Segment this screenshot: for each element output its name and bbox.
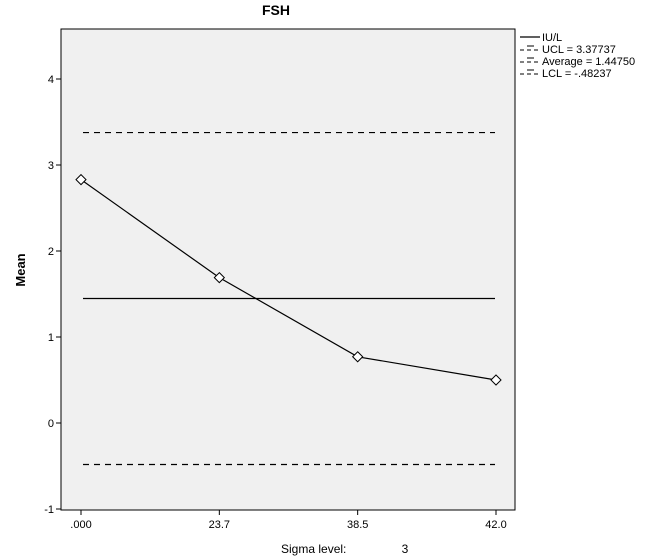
plot-area — [60, 28, 516, 511]
sigma-level-label: Sigma level: — [281, 542, 346, 556]
series-group — [75, 173, 502, 386]
control-lines — [83, 131, 495, 466]
legend-label: Average = 1.44750 — [542, 56, 635, 68]
legend-item-lcl: LCL = -.48237 — [520, 68, 612, 80]
y-tick-label: 0 — [48, 418, 54, 430]
legend-label: UCL = 3.37737 — [542, 44, 616, 56]
y-tick-label: 4 — [48, 74, 54, 86]
x-tick-label: 42.0 — [485, 519, 506, 531]
y-tick-label: 1 — [48, 332, 54, 344]
y-axis: -1 0 1 2 3 4 — [44, 74, 61, 516]
x-tick-label: 38.5 — [347, 519, 368, 531]
data-point — [490, 374, 502, 386]
chart-title: FSH — [262, 2, 290, 18]
x-axis: .000 23.7 38.5 42.0 — [70, 510, 507, 531]
x-tick-label: 23.7 — [209, 519, 230, 531]
legend-item-ucl: UCL = 3.37737 — [520, 44, 616, 56]
y-tick-label: 3 — [48, 160, 54, 172]
legend-label: LCL = -.48237 — [542, 68, 612, 80]
data-point — [351, 351, 364, 363]
legend-item-series: IU/L — [520, 32, 562, 44]
y-tick-label: 2 — [48, 246, 54, 258]
legend-item-average: Average = 1.44750 — [520, 56, 635, 68]
sigma-level-value: 3 — [402, 542, 409, 556]
legend-label: IU/L — [542, 32, 562, 44]
series-line — [80, 179, 497, 381]
x-tick-label: .000 — [70, 519, 91, 531]
y-axis-label: Mean — [13, 253, 28, 286]
y-tick-label: -1 — [44, 504, 54, 516]
data-point — [213, 271, 226, 284]
data-point — [75, 173, 87, 186]
